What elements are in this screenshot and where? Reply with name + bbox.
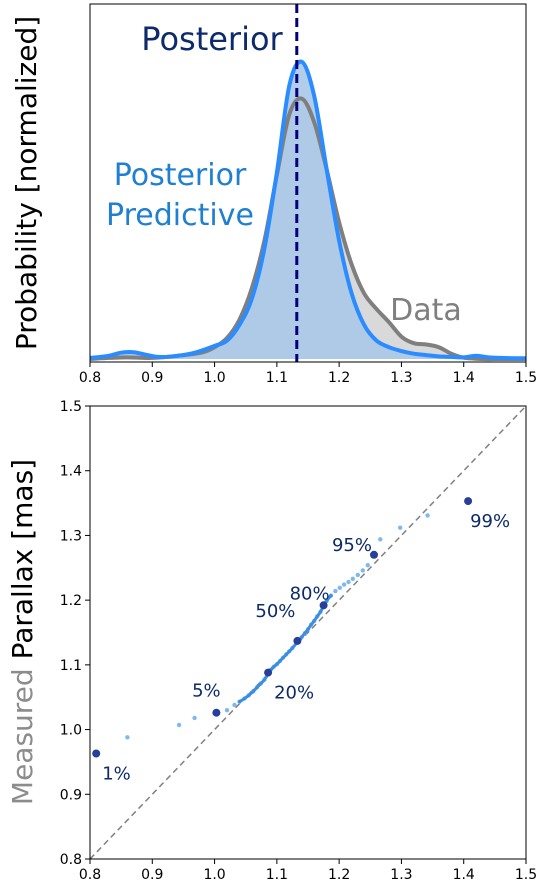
y-label-measured: Measured bbox=[6, 668, 39, 805]
scatter-point bbox=[125, 735, 130, 740]
x-tick-label: 1.1 bbox=[266, 867, 288, 883]
x-tick-label: 0.9 bbox=[141, 867, 163, 883]
y-tick-label: 1.1 bbox=[60, 658, 82, 674]
y-tick-label: 0.8 bbox=[60, 852, 82, 868]
scatter-point bbox=[341, 582, 347, 587]
scatter-point bbox=[398, 525, 403, 530]
scatter-point bbox=[192, 715, 197, 721]
predictive-density-fill bbox=[90, 61, 526, 359]
quantile-point bbox=[212, 708, 221, 717]
scatter-point bbox=[378, 537, 383, 542]
identity-diagonal-line bbox=[89, 405, 527, 860]
scatter-y-ticks: 0.8 0.9 1.0 1.1 1.2 1.3 1.4 1.5 bbox=[60, 399, 90, 868]
quantile-point bbox=[293, 636, 302, 645]
scatter-point bbox=[176, 722, 182, 728]
predictive-density-line bbox=[89, 59, 527, 361]
quantile-label: 1% bbox=[102, 764, 131, 785]
predictive-annotation-line2: Predictive bbox=[106, 198, 254, 233]
quantile-label: 80% bbox=[290, 583, 330, 604]
scatter-point bbox=[224, 708, 230, 713]
y-tick-label: 1.5 bbox=[60, 399, 82, 415]
scatter-point bbox=[425, 513, 430, 518]
scatter-dense-band bbox=[238, 594, 333, 704]
quantile-point bbox=[92, 749, 101, 758]
scatter-point bbox=[350, 576, 355, 581]
x-tick-label: 1.3 bbox=[390, 867, 412, 883]
y-label-parallax: Parallax [mas] bbox=[6, 459, 39, 660]
x-tick-label: 0.8 bbox=[79, 867, 101, 883]
quantile-label: 20% bbox=[274, 683, 314, 704]
scatter-panel: 1% 5% 20% 50%80% 95% 99% 0.8 0.9 1.0 1.1 1.2 1.3 1.… bbox=[6, 399, 537, 883]
x-tick-label: 1.2 bbox=[328, 867, 350, 883]
density-panel: 0.8 0.9 1.0 1.1 1.2 1.3 1.4 1.5 Posterior Poste… bbox=[10, 3, 537, 386]
scatter-point bbox=[346, 579, 351, 585]
quantile-point bbox=[464, 497, 473, 506]
quantile-label: 50% bbox=[255, 601, 295, 622]
data-annotation: Data bbox=[390, 293, 462, 328]
y-tick-label: 1.2 bbox=[60, 593, 82, 609]
y-tick-label: 1.3 bbox=[60, 528, 82, 544]
x-tick-label: 1.4 bbox=[453, 867, 475, 883]
scatter-point bbox=[232, 702, 237, 708]
x-tick-label: 1.4 bbox=[453, 370, 475, 386]
quantile-point bbox=[370, 550, 378, 559]
y-tick-label: 1.0 bbox=[60, 723, 82, 739]
predictive-annotation-line1: Posterior bbox=[114, 158, 247, 193]
quantile-points: 1% 5% 20% 50%80% 95% 99% bbox=[92, 497, 510, 785]
x-tick-label: 1.5 bbox=[515, 867, 537, 883]
x-tick-label: 1.3 bbox=[390, 370, 412, 386]
x-tick-label: 1.5 bbox=[515, 370, 537, 386]
quantile-label: 5% bbox=[192, 681, 221, 702]
scatter-y-axis-label: Measured Parallax [mas] bbox=[6, 459, 39, 805]
x-tick-label: 1.0 bbox=[203, 370, 225, 386]
scatter-point bbox=[355, 572, 360, 578]
scatter-point bbox=[337, 585, 342, 590]
scatter-x-ticks: 0.8 0.9 1.0 1.1 1.2 1.3 1.4 1.5 bbox=[79, 859, 537, 883]
scatter-axes-frame bbox=[89, 405, 527, 860]
x-tick-label: 1.0 bbox=[203, 867, 225, 883]
x-tick-label: 0.9 bbox=[141, 370, 163, 386]
quantile-label: 99% bbox=[470, 511, 510, 532]
y-tick-label: 1.4 bbox=[60, 464, 82, 480]
posterior-annotation: Posterior bbox=[141, 20, 283, 58]
scatter-point bbox=[360, 568, 365, 573]
density-y-axis-label: Probability [normalized] bbox=[10, 16, 43, 350]
quantile-point bbox=[264, 668, 273, 677]
scatter-points bbox=[125, 513, 430, 740]
x-tick-label: 1.1 bbox=[266, 370, 288, 386]
x-tick-label: 1.2 bbox=[328, 370, 350, 386]
scatter-point bbox=[333, 588, 338, 594]
scatter-point bbox=[365, 563, 370, 568]
density-axes-frame bbox=[89, 3, 527, 363]
density-x-ticks: 0.8 0.9 1.0 1.1 1.2 1.3 1.4 1.5 bbox=[79, 362, 537, 386]
x-tick-label: 0.8 bbox=[79, 370, 101, 386]
quantile-label: 95% bbox=[332, 535, 372, 556]
quantile-point bbox=[319, 601, 328, 610]
y-tick-label: 0.9 bbox=[60, 787, 82, 803]
